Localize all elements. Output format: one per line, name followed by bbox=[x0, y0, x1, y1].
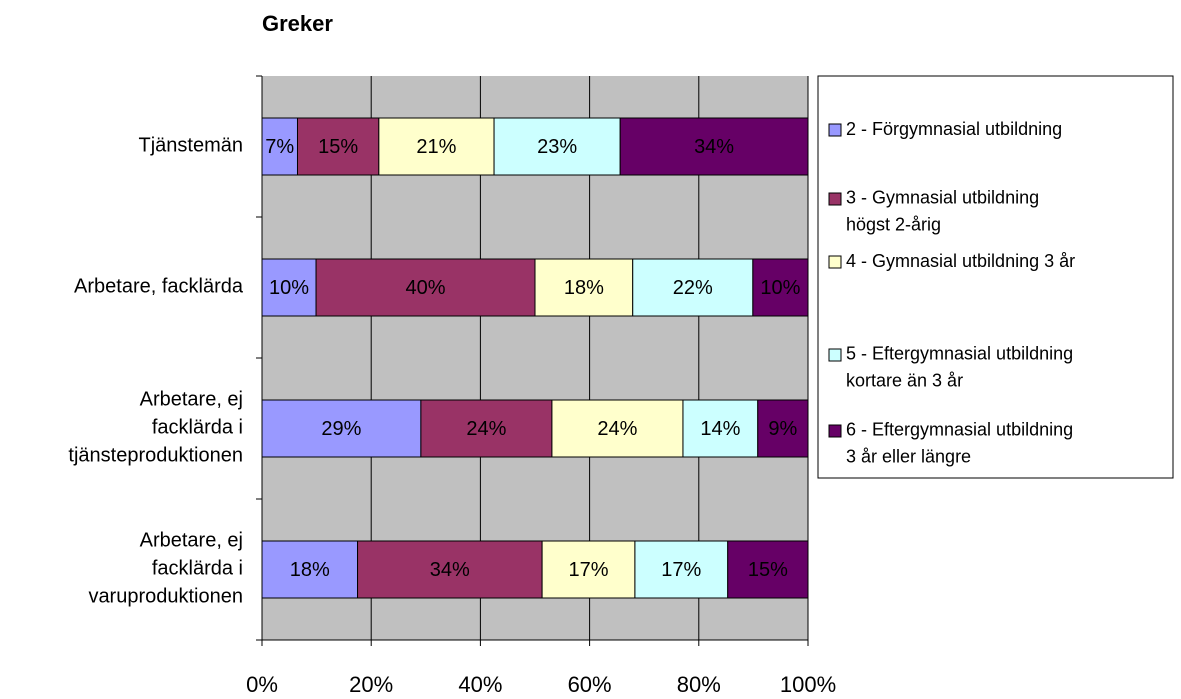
bar-segment bbox=[261, 399, 422, 458]
legend-swatch bbox=[828, 192, 842, 206]
bar-segment bbox=[727, 540, 809, 599]
x-tick-label: 20% bbox=[349, 672, 393, 697]
value-label: 22% bbox=[673, 277, 713, 299]
legend-swatch bbox=[828, 123, 842, 137]
value-label: 17% bbox=[661, 559, 701, 581]
y-tick-label: Arbetare, ej facklärda i tjänsteproduktion… bbox=[68, 389, 243, 467]
x-tick-label: 60% bbox=[568, 672, 612, 697]
value-label: 15% bbox=[318, 136, 358, 158]
value-label: 29% bbox=[321, 418, 361, 440]
bar-segment bbox=[261, 258, 317, 317]
value-label: 15% bbox=[748, 559, 788, 581]
y-tick-label: Tjänstemän bbox=[139, 135, 244, 157]
x-tick-label: 40% bbox=[458, 672, 502, 697]
legend bbox=[817, 75, 1174, 479]
bar-segment bbox=[632, 258, 754, 317]
bar-segment bbox=[752, 258, 809, 317]
legend-label: 5 - Eftergymnasial utbildning kortare än … bbox=[846, 343, 1073, 390]
value-label: 17% bbox=[568, 559, 608, 581]
value-label: 24% bbox=[466, 418, 506, 440]
x-tick-label: 80% bbox=[677, 672, 721, 697]
legend-swatch bbox=[828, 255, 842, 269]
value-label: 24% bbox=[597, 418, 637, 440]
legend-label: 3 - Gymnasial utbildning högst 2-årig bbox=[846, 187, 1039, 234]
y-tick-label: Arbetare, facklärda bbox=[74, 276, 244, 298]
bar-segment bbox=[493, 117, 621, 176]
x-tick-label: 0% bbox=[246, 672, 278, 697]
bar-segment bbox=[541, 540, 636, 599]
bar-segment bbox=[357, 540, 543, 599]
value-label: 34% bbox=[694, 136, 734, 158]
legend-swatch bbox=[828, 424, 842, 438]
bar-segment bbox=[378, 117, 495, 176]
value-label: 23% bbox=[537, 136, 577, 158]
x-tick-label: 100% bbox=[780, 672, 836, 697]
value-label: 7% bbox=[265, 136, 294, 158]
y-tick-label: Arbetare, ej facklärda i varuproduktionen bbox=[88, 530, 243, 608]
bar-segment bbox=[682, 399, 759, 458]
bar-segment bbox=[634, 540, 729, 599]
chart-title: Greker bbox=[262, 11, 333, 36]
bar-segment bbox=[619, 117, 809, 176]
legend-label: 4 - Gymnasial utbildning 3 år bbox=[846, 251, 1075, 271]
bar-segment bbox=[420, 399, 553, 458]
value-label: 18% bbox=[564, 277, 604, 299]
value-label: 34% bbox=[430, 559, 470, 581]
value-label: 14% bbox=[700, 418, 740, 440]
value-label: 9% bbox=[768, 418, 797, 440]
legend-label: 2 - Förgymnasial utbildning bbox=[846, 119, 1062, 139]
value-label: 18% bbox=[290, 559, 330, 581]
bar-segment bbox=[261, 117, 298, 176]
legend-swatch bbox=[828, 348, 842, 362]
value-label: 10% bbox=[269, 277, 309, 299]
bar-segment bbox=[551, 399, 684, 458]
bar-segment bbox=[315, 258, 536, 317]
value-label: 21% bbox=[416, 136, 456, 158]
value-label: 10% bbox=[760, 277, 800, 299]
value-label: 40% bbox=[406, 277, 446, 299]
legend-label: 6 - Eftergymnasial utbildning 3 år eller … bbox=[846, 419, 1073, 466]
bar-segment bbox=[296, 117, 380, 176]
bar-segment bbox=[757, 399, 809, 458]
